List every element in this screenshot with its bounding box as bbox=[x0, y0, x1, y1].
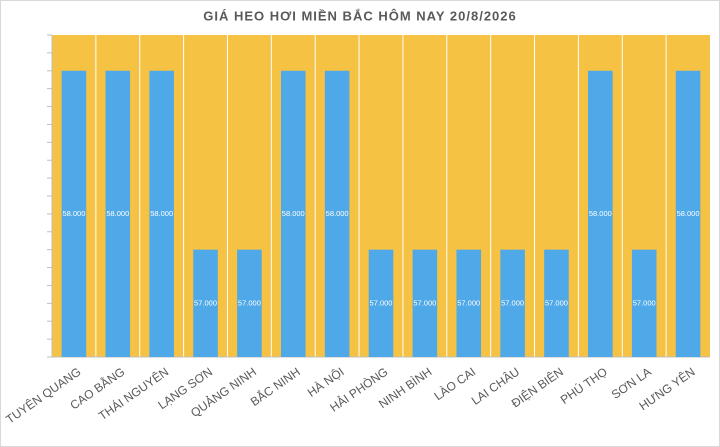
value-label: 57.000 bbox=[238, 298, 261, 307]
value-label: 58.000 bbox=[589, 209, 612, 218]
value-label: 57.000 bbox=[501, 298, 524, 307]
value-label: 58.000 bbox=[150, 209, 173, 218]
value-label: 57.000 bbox=[545, 298, 568, 307]
bar bbox=[544, 249, 569, 357]
bar bbox=[500, 249, 525, 357]
value-label: 57.000 bbox=[413, 298, 436, 307]
bar bbox=[61, 70, 87, 358]
value-label: 58.000 bbox=[677, 209, 700, 218]
bar bbox=[675, 70, 701, 358]
value-label: 58.000 bbox=[106, 209, 129, 218]
value-label: 58.000 bbox=[282, 209, 305, 218]
value-label: 57.000 bbox=[457, 298, 480, 307]
chart-title: GIÁ HEO HƠI MIỀN BẮC HÔM NAY 20/8/2026 bbox=[203, 8, 517, 23]
bar bbox=[280, 70, 306, 358]
value-label: 57.000 bbox=[633, 298, 656, 307]
bar bbox=[588, 70, 613, 358]
value-label: 58.000 bbox=[326, 209, 349, 218]
value-label: 57.000 bbox=[194, 298, 217, 307]
bar bbox=[631, 249, 657, 357]
value-label: 58.000 bbox=[62, 209, 85, 218]
value-label: 57.000 bbox=[370, 298, 393, 307]
bar bbox=[412, 249, 438, 357]
bar bbox=[368, 249, 394, 357]
bar bbox=[149, 70, 174, 358]
bar bbox=[324, 70, 350, 358]
bar bbox=[237, 249, 262, 357]
bar bbox=[456, 249, 482, 357]
bar bbox=[105, 70, 131, 358]
bar bbox=[193, 249, 218, 357]
